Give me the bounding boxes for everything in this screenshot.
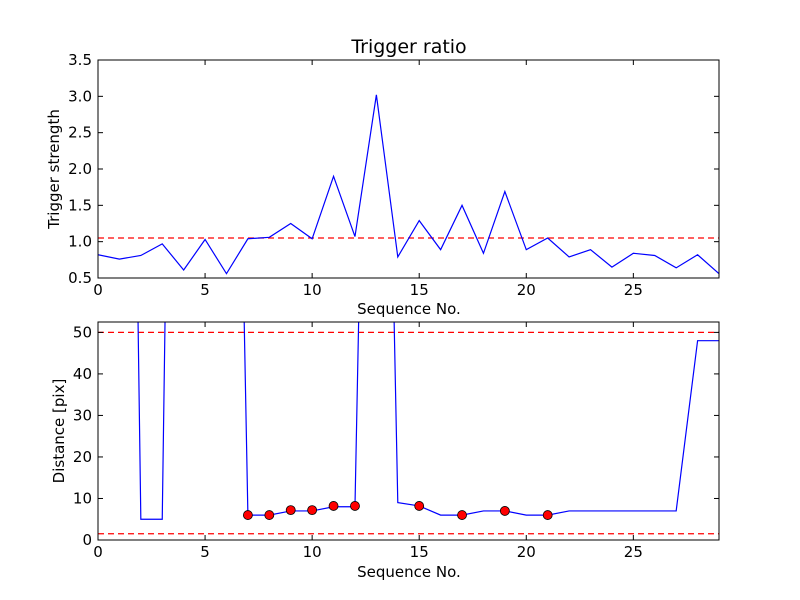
- data-point-marker: [307, 505, 318, 516]
- data-point-marker: [264, 510, 275, 520]
- top-x-tick-label: 5: [200, 281, 210, 299]
- top-y-tick-label: 3.5: [68, 51, 92, 69]
- distance-panel: 0 5 10 15 20 25 0 10 20 30 40 50 Sequence No. Dist…: [50, 321, 720, 581]
- data-point-marker: [328, 501, 339, 511]
- bottom-y-tick-label: 20: [73, 448, 92, 466]
- bottom-markers: [242, 501, 553, 520]
- bottom-x-tick-label: 20: [517, 543, 536, 561]
- top-x-tick-label: 10: [303, 281, 322, 299]
- bottom-x-tick-label: 0: [93, 543, 103, 561]
- top-series-line-0: [98, 94, 719, 275]
- top-x-axis-label: Sequence No.: [357, 300, 461, 318]
- top-y-tick-label: 3.0: [68, 87, 92, 105]
- top-x-tick-label: 20: [517, 281, 536, 299]
- top-y-tick-label: 0.5: [68, 269, 92, 287]
- top-y-tick-label: 2.0: [68, 160, 92, 178]
- bottom-x-ticks: 0 5 10 15 20 25: [93, 322, 643, 561]
- top-x-ticks: 0 5 10 15 20 25: [93, 60, 643, 299]
- bottom-y-axis-label: Distance [pix]: [50, 379, 68, 484]
- top-x-tick-label: 0: [93, 281, 103, 299]
- data-point-marker: [242, 510, 253, 520]
- bottom-x-tick-label: 5: [200, 543, 210, 561]
- bottom-y-ticks: 0 10 20 30 40 50: [73, 323, 719, 549]
- top-series: [98, 94, 719, 275]
- data-point-marker: [542, 510, 553, 520]
- bottom-x-tick-label: 15: [410, 543, 429, 561]
- bottom-series-line-0: [137, 322, 719, 520]
- top-x-tick-label: 25: [624, 281, 643, 299]
- bottom-x-tick-label: 25: [624, 543, 643, 561]
- trigger-ratio-panel: Trigger ratio 0 5 10 15 20 25 0.5 1.0 1.5 2.0 2.5…: [45, 36, 720, 318]
- top-x-tick-label: 15: [410, 281, 429, 299]
- bottom-y-tick-label: 40: [73, 365, 92, 383]
- bottom-reference-lines: [98, 331, 719, 535]
- bottom-y-tick-label: 10: [73, 489, 92, 507]
- data-point-marker: [457, 510, 467, 520]
- data-point-marker: [414, 501, 425, 511]
- data-point-marker: [350, 501, 360, 511]
- top-plot-frame: [97, 59, 720, 279]
- bottom-x-tick-label: 10: [303, 543, 322, 561]
- data-point-marker: [499, 506, 510, 516]
- top-y-ticks: 0.5 1.0 1.5 2.0 2.5 3.0 3.5: [68, 51, 719, 287]
- bottom-y-tick-label: 0: [82, 531, 92, 549]
- data-point-marker: [285, 505, 296, 516]
- bottom-plot-frame: [97, 321, 720, 541]
- bottom-series: [137, 322, 719, 520]
- top-y-axis-label: Trigger strength: [45, 109, 63, 230]
- top-y-tick-label: 1.5: [68, 196, 92, 214]
- bottom-y-tick-label: 30: [73, 406, 92, 424]
- bottom-y-tick-label: 50: [73, 323, 92, 341]
- bottom-x-axis-label: Sequence No.: [357, 563, 461, 581]
- chart-title: Trigger ratio: [350, 36, 466, 58]
- top-y-tick-label: 1.0: [68, 233, 92, 251]
- top-y-tick-label: 2.5: [68, 124, 92, 142]
